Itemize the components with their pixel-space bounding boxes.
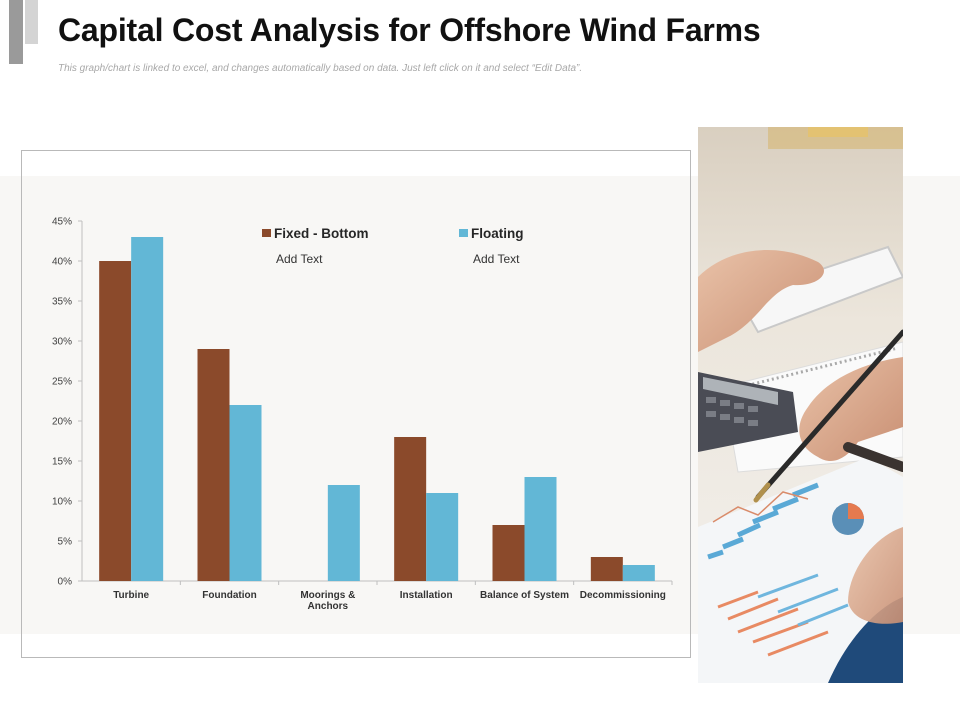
x-tick-label: Turbine bbox=[113, 590, 149, 601]
chart-frame[interactable] bbox=[21, 150, 691, 658]
bar-floating bbox=[524, 477, 557, 581]
x-tick-label: Moorings & bbox=[300, 590, 355, 601]
bar-fixed-bottom bbox=[394, 437, 427, 581]
bar-fixed-bottom bbox=[197, 349, 230, 581]
bar-fixed-bottom bbox=[492, 525, 525, 581]
legend-swatch-fixed-bottom bbox=[262, 229, 271, 237]
page-title: Capital Cost Analysis for Offshore Wind … bbox=[58, 12, 761, 48]
legend-label-floating: Floating bbox=[471, 226, 524, 241]
x-tick-label: Decommissioning bbox=[580, 590, 666, 601]
bar-floating bbox=[131, 237, 164, 581]
bar-floating bbox=[229, 405, 262, 581]
x-tick-label: Anchors bbox=[308, 601, 349, 612]
y-tick-label: 30% bbox=[52, 337, 72, 348]
office-desk-photo bbox=[698, 127, 903, 683]
page-subtitle: This graph/chart is linked to excel, and… bbox=[58, 63, 583, 74]
bar-floating bbox=[327, 485, 360, 581]
y-tick-label: 20% bbox=[52, 417, 72, 428]
bar-floating bbox=[622, 565, 655, 581]
x-tick-label: Foundation bbox=[202, 590, 256, 601]
y-tick-label: 0% bbox=[58, 577, 73, 588]
y-tick-label: 40% bbox=[52, 257, 72, 268]
legend-add-text: Add Text bbox=[473, 252, 520, 266]
y-tick-label: 10% bbox=[52, 497, 72, 508]
x-tick-label: Balance of System bbox=[480, 590, 569, 601]
y-tick-label: 45% bbox=[52, 217, 72, 228]
bar-fixed-bottom bbox=[99, 261, 132, 581]
bar-fixed-bottom bbox=[590, 557, 623, 581]
y-tick-label: 5% bbox=[58, 537, 73, 548]
y-tick-label: 25% bbox=[52, 377, 72, 388]
bar-chart[interactable]: 0% 5% 10% 15% 20% 25% 30% 35% 40% 45% Turbine Found… bbox=[0, 0, 700, 680]
bar-floating bbox=[426, 493, 459, 581]
y-tick-label: 35% bbox=[52, 297, 72, 308]
accent-bar-dark bbox=[9, 0, 23, 64]
y-tick-label: 15% bbox=[52, 457, 72, 468]
accent-bar-light bbox=[25, 0, 38, 44]
x-tick-label: Installation bbox=[400, 590, 453, 601]
legend-swatch-floating bbox=[459, 229, 468, 237]
legend-add-text: Add Text bbox=[276, 252, 323, 266]
legend-label-fixed-bottom: Fixed - Bottom bbox=[274, 226, 369, 241]
